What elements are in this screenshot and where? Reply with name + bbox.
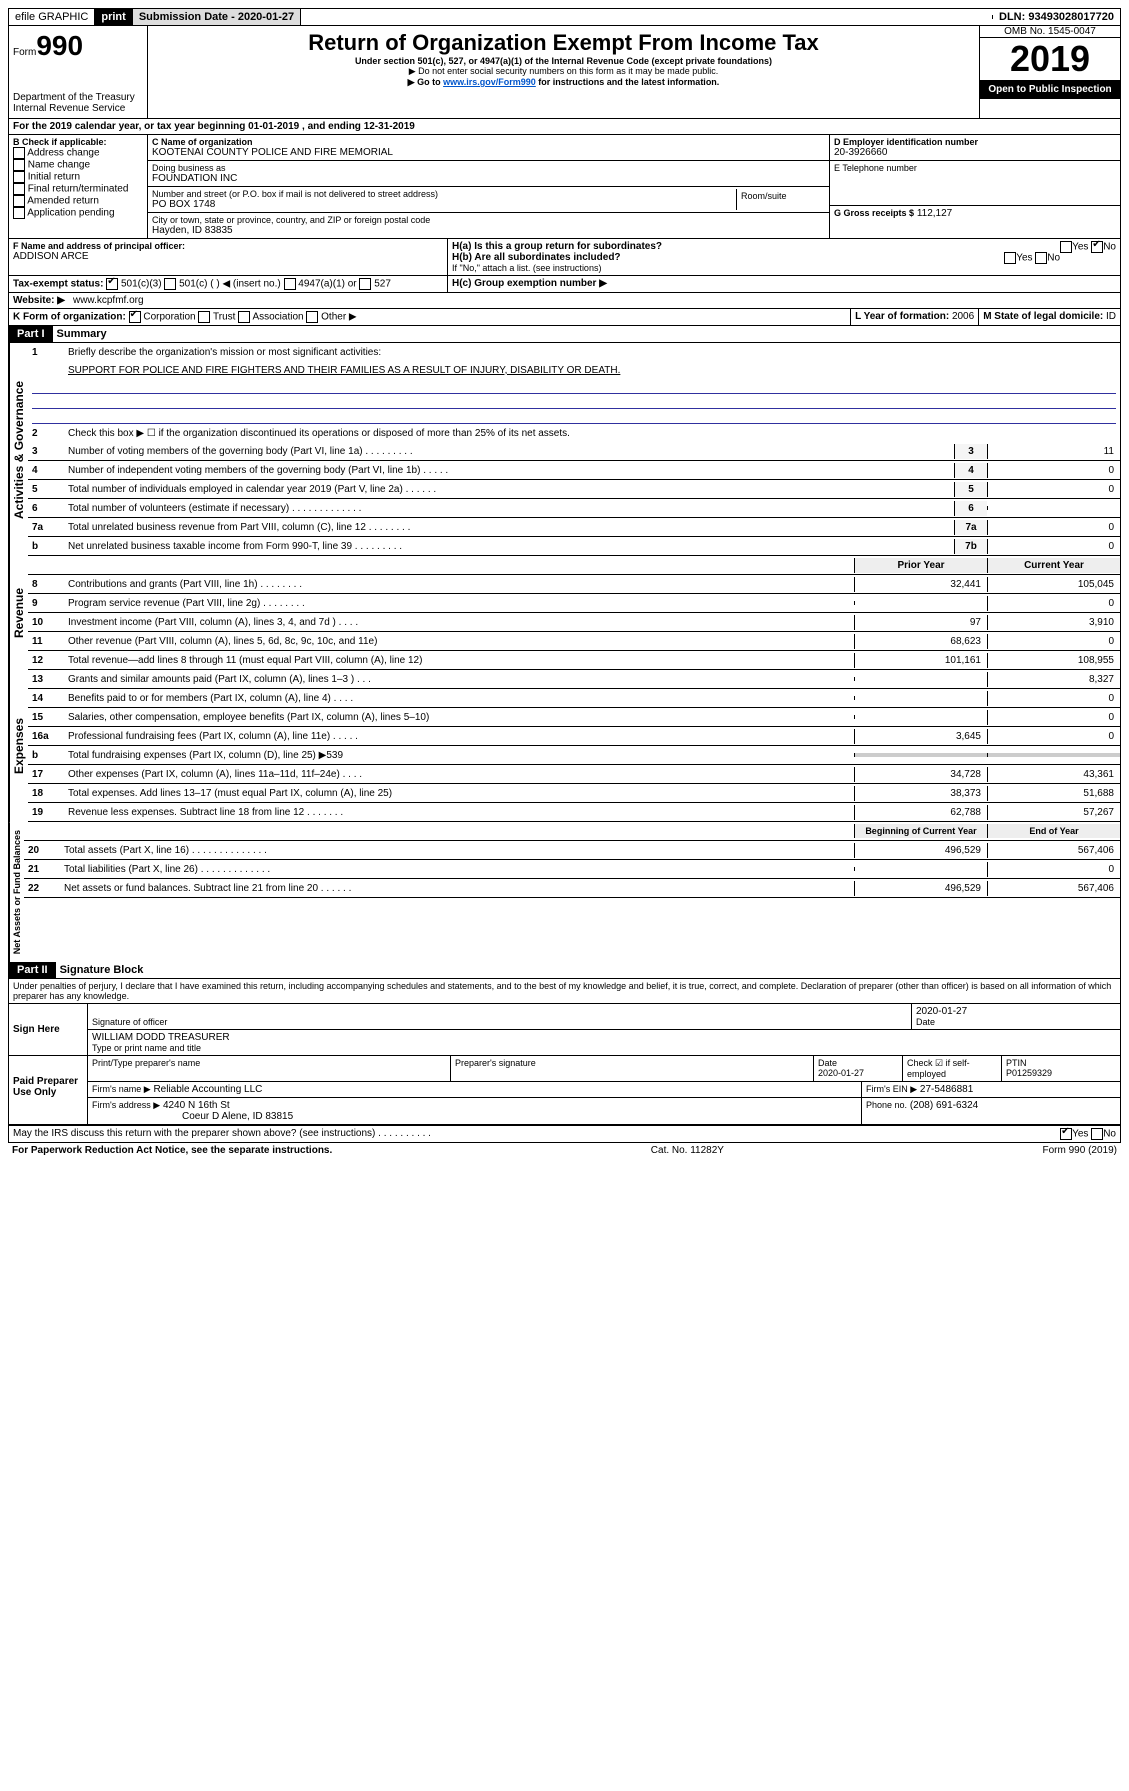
line-11: 11Other revenue (Part VIII, column (A), … [28,632,1120,651]
chk-discuss-yes[interactable] [1060,1128,1072,1140]
telephone-label: E Telephone number [834,163,1116,173]
line-15: 15Salaries, other compensation, employee… [28,708,1120,727]
sign-date: 2020-01-27 [916,1006,1116,1017]
org-name: KOOTENAI COUNTY POLICE AND FIRE MEMORIAL [152,147,825,158]
line-17: 17Other expenses (Part IX, column (A), l… [28,765,1120,784]
website: www.kcpfmf.org [69,293,148,308]
irs-label: Internal Revenue Service [13,103,143,114]
line-16a: 16aProfessional fundraising fees (Part I… [28,727,1120,746]
part2-title: Signature Block [56,962,148,978]
line-5: 5Total number of individuals employed in… [28,480,1120,499]
subtitle-1: Under section 501(c), 527, or 4947(a)(1)… [152,56,975,66]
declaration: Under penalties of perjury, I declare th… [9,979,1120,1003]
line-7a: 7aTotal unrelated business revenue from … [28,518,1120,537]
street-address: PO BOX 1748 [152,199,736,210]
line-9: 9Program service revenue (Part VIII, lin… [28,594,1120,613]
chk-address[interactable]: Address change [13,147,143,159]
chk-501c3[interactable] [106,278,118,290]
omb: OMB No. 1545-0047 [980,26,1120,38]
part2-label: Part II [9,962,56,978]
firm-name: Reliable Accounting LLC [153,1084,262,1095]
governance-section: Activities & Governance 1Briefly describ… [8,343,1121,556]
state-domicile: ID [1106,311,1116,322]
dept-treasury: Department of the Treasury [13,92,143,103]
chk-initial[interactable]: Initial return [13,171,143,183]
chk-amended[interactable]: Amended return [13,195,143,207]
form-header: Form990 Department of the Treasury Inter… [8,26,1121,119]
chk-group-no[interactable] [1091,241,1103,253]
line-13: 13Grants and similar amounts paid (Part … [28,670,1120,689]
mission: SUPPORT FOR POLICE AND FIRE FIGHTERS AND… [64,363,1120,378]
line-20: 20Total assets (Part X, line 16) . . . .… [24,841,1120,860]
firm-addr: 4240 N 16th St [163,1100,230,1111]
line-12: 12Total revenue—add lines 8 through 11 (… [28,651,1120,670]
discuss-question: May the IRS discuss this return with the… [9,1126,1056,1142]
entity-block: B Check if applicable: Address change Na… [8,135,1121,239]
netassets-section: Net Assets or Fund Balances Beginning of… [8,822,1121,962]
principal-officer: ADDISON ARCE [13,251,443,262]
firm-ein: 27-5486881 [920,1084,973,1095]
submission-date: Submission Date - 2020-01-27 [133,9,301,25]
expenses-section: Expenses 13Grants and similar amounts pa… [8,670,1121,822]
footer: For Paperwork Reduction Act Notice, see … [8,1143,1121,1158]
year-formation: 2006 [952,311,974,322]
form-number: 990 [36,30,83,61]
line-10: 10Investment income (Part VIII, column (… [28,613,1120,632]
line-14: 14Benefits paid to or for members (Part … [28,689,1120,708]
ptin: P01259329 [1006,1068,1052,1078]
gross-receipts: 112,127 [917,208,952,219]
signature-block: Sign Here Signature of officer 2020-01-2… [8,1004,1121,1126]
part1-label: Part I [9,326,53,342]
irs-link[interactable]: www.irs.gov/Form990 [443,77,536,87]
open-public: Open to Public Inspection [980,80,1120,99]
tax-year: 2019 [980,38,1120,80]
city-state-zip: Hayden, ID 83835 [152,225,825,236]
chk-corp[interactable] [129,311,141,323]
prep-date: 2020-01-27 [818,1068,864,1078]
subtitle-2: ▶ Do not enter social security numbers o… [152,66,975,77]
line-6: 6Total number of volunteers (estimate if… [28,499,1120,518]
line-8: 8Contributions and grants (Part VIII, li… [28,575,1120,594]
line-21: 21Total liabilities (Part X, line 26) . … [24,860,1120,879]
dln: DLN: 93493028017720 [993,9,1120,25]
period: For the 2019 calendar year, or tax year … [9,119,419,134]
topbar: efile GRAPHIC print Submission Date - 20… [8,8,1121,26]
part1-title: Summary [53,326,111,342]
revenue-section: Revenue Prior Year Current Year 8Contrib… [8,556,1121,670]
ein: 20-3926660 [834,147,1116,158]
line-18: 18Total expenses. Add lines 13–17 (must … [28,784,1120,803]
efile-label: efile GRAPHIC [9,9,95,25]
dba: FOUNDATION INC [152,173,825,184]
officer-name: WILLIAM DODD TREASURER [92,1032,1116,1043]
line-19: 19Revenue less expenses. Subtract line 1… [28,803,1120,822]
firm-phone: (208) 691-6324 [910,1100,978,1111]
chk-namechange[interactable]: Name change [13,159,143,171]
subtitle-3: ▶ Go to www.irs.gov/Form990 for instruct… [152,77,975,88]
line-3: 3Number of voting members of the governi… [28,442,1120,461]
line-7b: bNet unrelated business taxable income f… [28,537,1120,556]
line-b: bTotal fundraising expenses (Part IX, co… [28,746,1120,765]
line-22: 22Net assets or fund balances. Subtract … [24,879,1120,898]
chk-pending[interactable]: Application pending [13,207,143,219]
print-button[interactable]: print [95,9,132,25]
line-4: 4Number of independent voting members of… [28,461,1120,480]
form-title: Return of Organization Exempt From Incom… [152,30,975,56]
chk-final[interactable]: Final return/terminated [13,183,143,195]
